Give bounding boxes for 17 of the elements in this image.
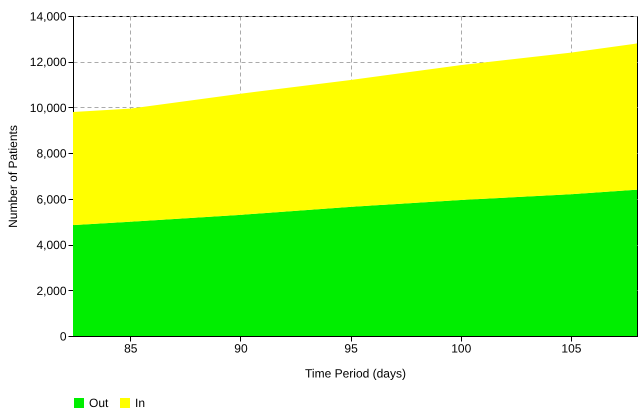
x-tick-label: 85 <box>124 342 138 356</box>
y-tick-label: 4,000 <box>36 238 67 252</box>
y-tick-label: 2,000 <box>36 284 67 298</box>
x-axis-title: Time Period (days) <box>305 366 406 380</box>
y-tick-label: 0 <box>60 330 67 344</box>
x-tick-label: 90 <box>234 342 248 356</box>
y-tick-label: 12,000 <box>30 55 67 70</box>
x-tick-label: 105 <box>561 342 582 356</box>
y-tick-label: 14,000 <box>30 10 67 24</box>
legend-label: In <box>135 396 146 410</box>
x-tick-label: 95 <box>344 342 358 356</box>
legend-label: Out <box>89 396 110 410</box>
y-axis-title: Number of Patients <box>6 125 20 228</box>
y-tick-label: 6,000 <box>36 192 67 206</box>
x-tick-label: 100 <box>451 342 472 356</box>
y-tick-label: 8,000 <box>36 146 67 161</box>
y-tick-label: 10,000 <box>30 100 67 115</box>
